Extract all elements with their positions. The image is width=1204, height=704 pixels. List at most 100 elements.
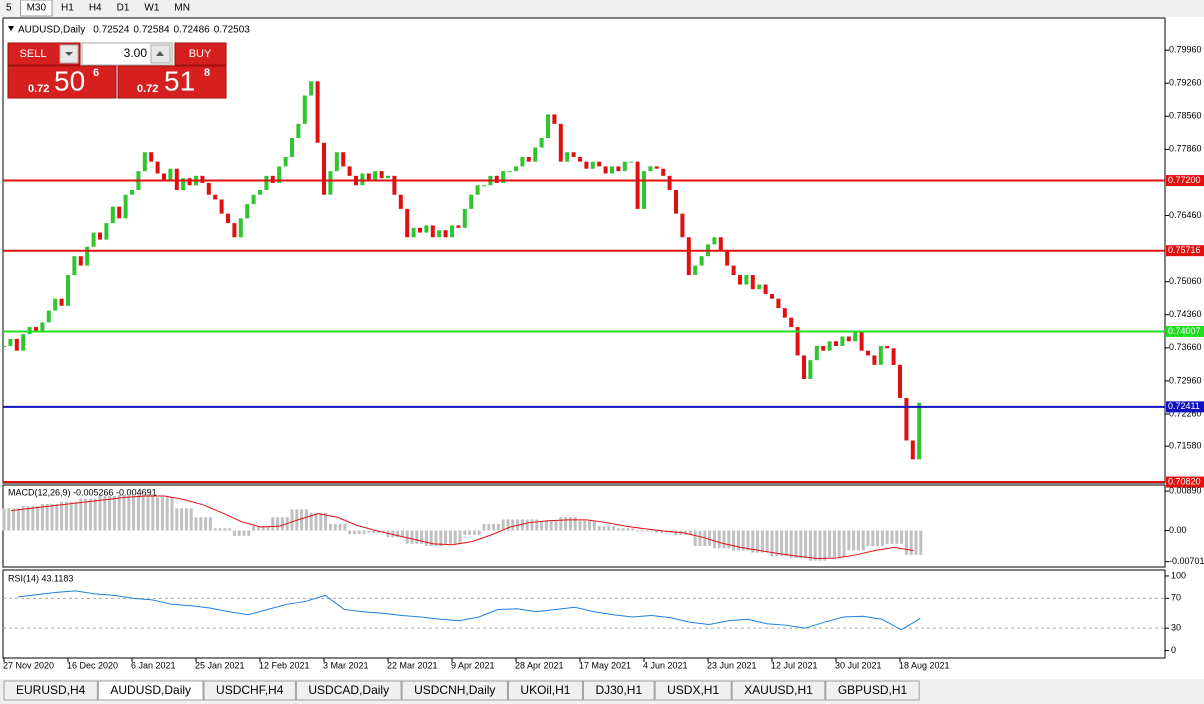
buy-price-prefix[interactable]: 0.72 — [137, 83, 158, 95]
symbol-tab[interactable] — [97, 680, 204, 701]
macd-bar — [736, 530, 740, 551]
macd-bar — [684, 530, 688, 535]
symbol-tab[interactable] — [295, 680, 402, 701]
timeframe-button[interactable] — [138, 0, 166, 16]
macd-bar — [165, 497, 169, 531]
y-tick-label: 0.72260 — [1169, 408, 1202, 418]
macd-bar — [890, 530, 894, 544]
macd-bar — [549, 520, 553, 531]
macd-bar — [770, 530, 774, 557]
macd-bar — [410, 530, 414, 544]
buy-label[interactable]: BUY — [189, 48, 212, 60]
buy-price-small[interactable]: 8 — [204, 67, 210, 79]
macd-bar — [21, 506, 25, 531]
macd-bar — [242, 530, 246, 536]
timeframe-label[interactable]: 5 — [6, 3, 12, 14]
timeframe-button[interactable] — [20, 0, 53, 17]
macd-bar — [837, 530, 841, 558]
symbol-tab[interactable] — [401, 680, 508, 701]
candle — [808, 360, 813, 380]
candle — [418, 227, 422, 233]
macd-bar — [213, 528, 217, 531]
x-tick-label: 27 Nov 2020 — [3, 660, 54, 670]
candle — [718, 237, 723, 252]
symbol-tab[interactable] — [654, 680, 732, 701]
candle — [917, 402, 922, 460]
sell-price-big[interactable]: 50 — [54, 65, 85, 96]
timeframe-button[interactable] — [82, 0, 108, 16]
macd-bar — [12, 508, 16, 531]
macd-bar — [458, 530, 462, 544]
macd-bar — [439, 530, 443, 547]
symbol-tab-label[interactable]: UKOil,H1 — [520, 683, 570, 697]
candle — [46, 310, 51, 323]
symbol-name: AUDUSD,Daily — [18, 25, 85, 36]
timeframe-label[interactable]: D1 — [117, 3, 130, 14]
candle — [219, 199, 224, 214]
symbol-tab[interactable] — [507, 680, 583, 701]
candle — [552, 114, 557, 124]
macd-bar — [324, 512, 328, 531]
sell-price-prefix[interactable]: 0.72 — [28, 83, 49, 95]
macd-bar — [852, 530, 856, 551]
macd-bar — [842, 530, 846, 558]
symbol-tab-label[interactable]: DJ30,H1 — [595, 683, 642, 697]
ohlc-value: 0.72584 — [133, 25, 170, 36]
macd-bar — [583, 520, 587, 531]
timeframe-button[interactable] — [168, 0, 196, 16]
timeframe-label[interactable]: H4 — [89, 3, 102, 14]
macd-bar — [103, 495, 107, 531]
symbol-tab-label[interactable]: USDCHF,H4 — [216, 683, 284, 697]
timeframe-button[interactable] — [0, 0, 18, 16]
macd-bar — [804, 530, 808, 559]
timeframe-label[interactable]: W1 — [144, 3, 159, 14]
symbol-tab[interactable] — [731, 680, 826, 701]
macd-bar — [381, 530, 385, 533]
candle — [693, 265, 698, 276]
symbol-tab-label[interactable]: USDCAD,Daily — [308, 683, 389, 697]
buy-button[interactable] — [174, 42, 227, 66]
symbol-tab-label[interactable]: USDX,H1 — [667, 683, 719, 697]
timeframe-button[interactable] — [55, 0, 80, 16]
candle — [290, 138, 294, 157]
macd-bar — [256, 526, 260, 531]
symbol-tab-label[interactable]: AUDUSD,Daily — [110, 683, 191, 697]
symbol-tab-label[interactable]: GBPUSD,H1 — [838, 683, 908, 697]
sell-price-small[interactable]: 6 — [93, 67, 99, 79]
candle — [130, 190, 134, 195]
candle — [200, 175, 205, 183]
symbol-tab-label[interactable]: XAUUSD,H1 — [744, 683, 813, 697]
volume-value[interactable]: 3.00 — [124, 46, 148, 60]
symbol-tab[interactable] — [3, 680, 98, 701]
y-tick-label: 0.75060 — [1169, 276, 1202, 286]
candle — [507, 171, 512, 173]
timeframe-label[interactable]: H1 — [61, 3, 74, 14]
macd-bar — [372, 530, 376, 533]
sell-label[interactable]: SELL — [20, 48, 47, 60]
symbol-tab-label[interactable]: EURUSD,H4 — [16, 683, 86, 697]
symbol-tab[interactable] — [825, 680, 920, 701]
sell-price-box[interactable] — [7, 65, 117, 99]
timeframe-label[interactable]: MN — [174, 3, 190, 14]
candle — [206, 182, 211, 195]
candle — [14, 338, 19, 351]
symbol-tab[interactable] — [203, 680, 296, 701]
indicator-title: RSI(14) 43.1183 — [8, 573, 73, 583]
macd-bar — [564, 517, 568, 531]
candle — [846, 336, 851, 342]
macd-bar — [794, 530, 798, 559]
symbol-tab[interactable] — [582, 680, 655, 701]
buy-price-big[interactable]: 51 — [164, 65, 195, 96]
timeframe-label[interactable]: M30 — [27, 3, 47, 14]
level-label: 0.74007 — [1168, 326, 1201, 336]
timeframe-button[interactable] — [110, 0, 136, 16]
macd-bar — [141, 494, 145, 531]
candle — [373, 171, 378, 181]
volume-field[interactable] — [81, 42, 173, 66]
symbol-tab-label[interactable]: USDCNH,Daily — [414, 683, 495, 697]
buy-price-box[interactable] — [117, 65, 227, 99]
macd-bar — [597, 526, 601, 531]
macd-bar — [477, 530, 481, 535]
candle — [117, 206, 122, 219]
